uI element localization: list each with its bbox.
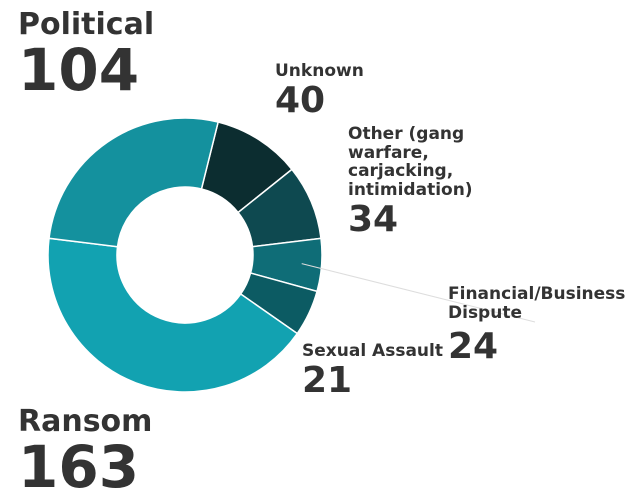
donut-segment bbox=[47, 237, 299, 393]
category-value: 24 bbox=[448, 326, 499, 367]
segment-label: Ransom 163 bbox=[18, 405, 152, 494]
segment-label: Sexual Assault 21 bbox=[302, 342, 443, 400]
category-name: Financial/Business Dispute bbox=[448, 284, 626, 323]
segment-label: Other (gang warfare, carjacking, intimid… bbox=[348, 125, 488, 239]
category-name: Sexual Assault bbox=[302, 341, 443, 361]
category-value: 163 bbox=[18, 433, 140, 494]
leader-line bbox=[301, 263, 536, 323]
category-value: 34 bbox=[348, 198, 399, 240]
category-value: 104 bbox=[18, 36, 140, 104]
category-name: Political bbox=[18, 7, 155, 42]
donut-segment bbox=[48, 117, 220, 248]
segment-label: Unknown 40 bbox=[275, 62, 364, 120]
category-value: 40 bbox=[275, 79, 326, 121]
segment-label: Financial/Business Dispute 24 bbox=[448, 284, 628, 367]
category-name: Ransom bbox=[18, 404, 153, 439]
category-name: Unknown bbox=[275, 61, 364, 81]
category-name: Other (gang warfare, carjacking, intimid… bbox=[348, 124, 473, 201]
category-value: 21 bbox=[302, 359, 353, 401]
segment-label: Political 104 bbox=[18, 8, 154, 99]
